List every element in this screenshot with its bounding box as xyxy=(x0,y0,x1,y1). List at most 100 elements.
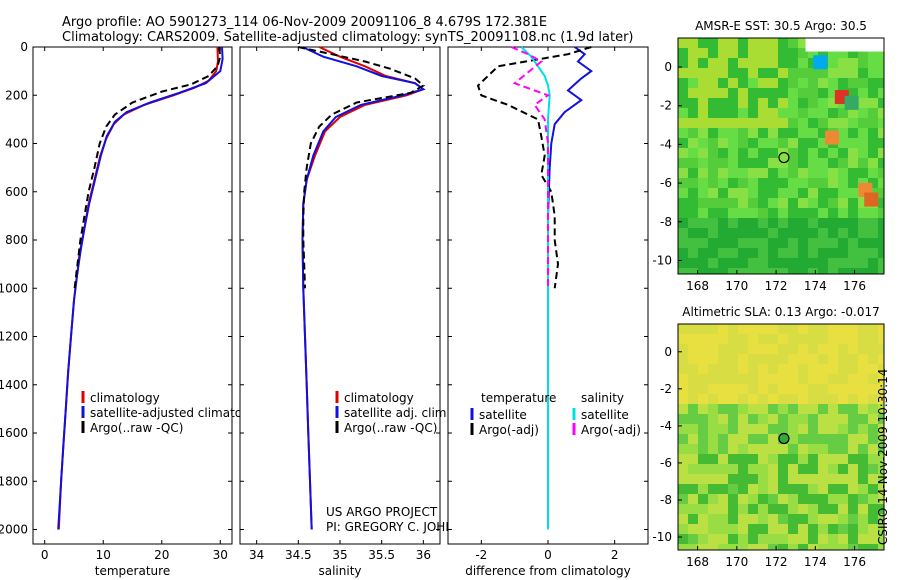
sla-map-cell xyxy=(718,404,728,414)
sst-map-cell xyxy=(758,98,768,108)
sst-map-cell xyxy=(678,88,688,98)
sla-map-cell xyxy=(698,424,708,434)
sla-map-cell xyxy=(788,354,798,364)
sla-map-cell xyxy=(808,394,818,404)
sla-map-cell xyxy=(828,424,838,434)
sla-map-cell xyxy=(858,514,868,524)
sla-map-cell xyxy=(688,374,698,384)
sla-map-cell xyxy=(758,434,768,444)
sst-map-cell xyxy=(678,138,688,148)
sla-map-cell xyxy=(718,474,728,484)
sst-map-cell xyxy=(748,228,758,238)
sst-map-cell xyxy=(778,228,788,238)
sst-map-cell xyxy=(748,248,758,258)
sst-map-patch xyxy=(864,192,879,207)
sla-map-cell xyxy=(788,404,798,414)
sla-map-cell xyxy=(708,454,718,464)
sst-map-cell xyxy=(678,168,688,178)
sst-map-cell xyxy=(758,58,768,68)
sla-map-cell xyxy=(768,404,778,414)
sla-map-cell xyxy=(778,394,788,404)
sst-map-cell xyxy=(768,188,778,198)
sst-map-cell xyxy=(728,58,738,68)
sla-map-cell xyxy=(838,404,848,414)
sla-map-cell xyxy=(868,394,878,404)
sst-map-cell xyxy=(848,158,858,168)
sla-map-xtick-label: 170 xyxy=(725,555,748,569)
sla-map-cell xyxy=(768,364,778,374)
sla-map-cell xyxy=(858,444,868,454)
sst-map-cell xyxy=(778,98,788,108)
sla-map-cell xyxy=(878,344,884,354)
sst-map-cell xyxy=(818,238,828,248)
sst-map-cell xyxy=(688,148,698,158)
sst-map-cell xyxy=(828,198,838,208)
sst-map-cell xyxy=(868,138,878,148)
sla-map-cell xyxy=(808,404,818,414)
sla-map-cell xyxy=(868,414,878,424)
sst-map-cell xyxy=(878,118,884,128)
sst-map-cell xyxy=(778,188,788,198)
sla-map-cell xyxy=(718,344,728,354)
sst-map-cell xyxy=(748,198,758,208)
sst-map-cell xyxy=(828,218,838,228)
sst-map-cell xyxy=(708,238,718,248)
sst-map-cell xyxy=(688,198,698,208)
sst-map-cell xyxy=(698,208,708,218)
sla-map-cell xyxy=(748,394,758,404)
sst-map-cell xyxy=(858,208,868,218)
sla-map-cell xyxy=(858,524,868,534)
sst-map-cell xyxy=(838,158,848,168)
sla-map-cell xyxy=(848,324,858,334)
sla-map-cell xyxy=(718,414,728,424)
sst-map-cell xyxy=(728,148,738,158)
sla-map-cell xyxy=(728,474,738,484)
sla-map-cell xyxy=(678,324,688,334)
sst-map-cell xyxy=(878,178,884,188)
sla-map-cell xyxy=(778,504,788,514)
sla-map-cell xyxy=(758,534,768,544)
sla-map-cell xyxy=(698,534,708,544)
sst-map-title: AMSR-E SST: 30.5 Argo: 30.5 xyxy=(695,19,867,33)
sla-map-cell xyxy=(798,414,808,424)
sst-map-cell xyxy=(858,248,868,258)
sst-map-cell xyxy=(678,78,688,88)
sla-map-cell xyxy=(708,374,718,384)
sla-map-cell xyxy=(708,534,718,544)
sst-map-cell xyxy=(808,158,818,168)
sla-map-cell xyxy=(838,364,848,374)
difference-legend-title-temperature: temperature xyxy=(481,391,556,405)
sla-map-cell xyxy=(738,414,748,424)
sla-map-cell xyxy=(778,514,788,524)
sst-map-cell xyxy=(788,268,798,274)
sst-map-cell xyxy=(878,198,884,208)
sst-map-cell xyxy=(748,58,758,68)
sla-map-cell xyxy=(858,324,868,334)
sla-map-cell xyxy=(688,424,698,434)
sla-map-cell xyxy=(748,334,758,344)
sst-map-patch xyxy=(813,55,828,70)
sla-map-cell xyxy=(758,474,768,484)
sla-map-cell xyxy=(858,334,868,344)
sla-map-cell xyxy=(718,374,728,384)
sla-map-cell xyxy=(848,504,858,514)
sla-map-cell xyxy=(858,474,868,484)
sla-map-cell xyxy=(708,384,718,394)
sst-map-cell xyxy=(858,158,868,168)
sla-map-ytick-label: 0 xyxy=(664,345,672,359)
sla-map-cell xyxy=(828,474,838,484)
sst-map-cell xyxy=(698,48,708,58)
sla-map-cell xyxy=(788,464,798,474)
sla-map-cell xyxy=(678,474,688,484)
sst-map-cell xyxy=(808,78,818,88)
sst-map-cell xyxy=(788,148,798,158)
sst-map-cell xyxy=(798,68,808,78)
sst-map-cell xyxy=(728,208,738,218)
sst-map-cell xyxy=(688,238,698,248)
sst-map-patch xyxy=(844,95,859,110)
sst-map-cell xyxy=(868,118,878,128)
difference-legend-label: Argo(-adj) xyxy=(479,423,539,437)
sla-map-cell xyxy=(748,514,758,524)
sla-map-cell xyxy=(748,534,758,544)
sla-map-cell xyxy=(778,324,788,334)
